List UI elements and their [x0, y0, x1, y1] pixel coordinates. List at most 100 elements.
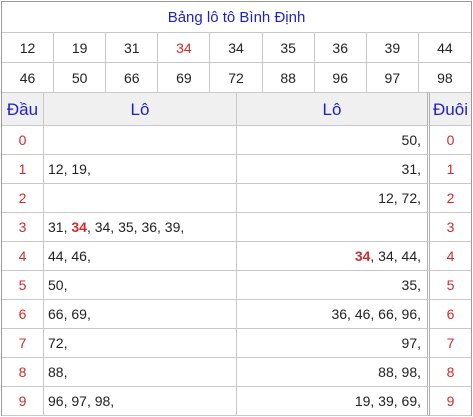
lo-number: 46 — [71, 248, 87, 264]
lo-number: 69 — [71, 306, 87, 322]
lo-number: 39 — [164, 219, 181, 235]
header-dau: Đầu — [2, 93, 44, 126]
lo-number: 31 — [401, 161, 418, 177]
dau-cell: 3 — [2, 213, 44, 242]
lo-number: 36 — [331, 306, 348, 322]
lo-number: 39 — [378, 393, 394, 409]
lo-number: 66 — [48, 306, 64, 322]
duoi-cell: 0 — [430, 126, 471, 155]
result-number: 72 — [210, 63, 263, 93]
lo-number: 36 — [141, 219, 158, 235]
lo-number: 34 — [94, 219, 111, 235]
lo-number: 44 — [48, 248, 64, 264]
duoi-cell: 4 — [430, 242, 471, 271]
lo-number: 34 — [354, 248, 371, 264]
lo-number: 72 — [48, 335, 64, 351]
dau-cell: 4 — [2, 242, 44, 271]
dau-cell: 9 — [2, 387, 44, 416]
duoi-cell: 2 — [430, 184, 471, 213]
duoi-cell: 1 — [430, 155, 471, 184]
result-number: 96 — [314, 63, 367, 93]
duoi-cell: 8 — [430, 358, 471, 387]
lo-number: 44 — [401, 248, 418, 264]
lo-number: 31 — [48, 219, 64, 235]
lo-number: 50 — [401, 132, 418, 148]
lo-right-cell — [237, 213, 430, 242]
duoi-cell: 5 — [430, 271, 471, 300]
dau-cell: 2 — [2, 184, 44, 213]
lo-number: 50 — [48, 277, 64, 293]
lo-left-cell: 31, 34, 34, 35, 36, 39, — [44, 213, 237, 242]
result-number: 46 — [2, 63, 55, 93]
lo-right-cell: 19, 39, 69, — [237, 387, 430, 416]
lo-number: 97 — [71, 393, 87, 409]
result-number: 34 — [158, 33, 211, 63]
result-number: 44 — [418, 33, 471, 63]
lo-number: 97 — [401, 335, 418, 351]
result-number: 36 — [314, 33, 367, 63]
lo-right-cell: 34, 34, 44, — [237, 242, 430, 271]
lo-number: 96 — [48, 393, 64, 409]
duoi-cell: 6 — [430, 300, 471, 329]
result-number: 98 — [418, 63, 471, 93]
lo-left-cell: 50, — [44, 271, 237, 300]
dau-cell: 0 — [2, 126, 44, 155]
lo-left-cell: 44, 46, — [44, 242, 237, 271]
lo-right-cell: 35, — [237, 271, 430, 300]
lo-number: 88 — [378, 364, 394, 380]
lo-number: 98 — [94, 393, 111, 409]
lo-number: 69 — [401, 393, 418, 409]
lo-number: 12 — [378, 190, 394, 206]
duoi-cell: 3 — [430, 213, 471, 242]
result-number: 88 — [262, 63, 315, 93]
result-number: 39 — [366, 33, 419, 63]
result-numbers-grid: 12 19 31 34 34 35 36 39 44 46 50 66 69 72 88 96 97 98 — [2, 33, 471, 93]
header-lo-right: Lô — [237, 93, 430, 126]
result-number: 35 — [262, 33, 315, 63]
result-number: 97 — [366, 63, 419, 93]
lo-right-cell: 88, 98, — [237, 358, 430, 387]
dau-cell: 7 — [2, 329, 44, 358]
lo-number: 34 — [378, 248, 394, 264]
lo-left-cell: 96, 97, 98, — [44, 387, 237, 416]
lo-number: 34 — [71, 219, 87, 235]
header-lo-left: Lô — [44, 93, 237, 126]
lo-left-cell: 88, — [44, 358, 237, 387]
lo-number: 46 — [354, 306, 371, 322]
result-number: 50 — [54, 63, 107, 93]
dau-cell: 8 — [2, 358, 44, 387]
lo-right-cell: 36, 46, 66, 96, — [237, 300, 430, 329]
lo-number: 66 — [378, 306, 394, 322]
lo-left-cell: 66, 69, — [44, 300, 237, 329]
lo-right-cell: 50, — [237, 126, 430, 155]
table-title: Bảng lô tô Bình Định — [2, 2, 471, 33]
lo-left-cell: 12, 19, — [44, 155, 237, 184]
result-number: 19 — [54, 33, 107, 63]
lo-number: 72 — [401, 190, 418, 206]
header-duoi: Đuôi — [430, 93, 471, 126]
loto-grid: Đầu Lô Lô Đuôi 0 50, 0 1 12, 19, 31, 1 2 12, 72,… — [2, 93, 471, 416]
result-number: 66 — [106, 63, 159, 93]
lo-left-cell — [44, 126, 237, 155]
lo-number: 96 — [401, 306, 418, 322]
lo-right-cell: 97, — [237, 329, 430, 358]
dau-cell: 5 — [2, 271, 44, 300]
duoi-cell: 7 — [430, 329, 471, 358]
lo-right-cell: 12, 72, — [237, 184, 430, 213]
result-number: 31 — [106, 33, 159, 63]
lo-number: 19 — [71, 161, 87, 177]
result-number: 12 — [2, 33, 55, 63]
result-number: 34 — [210, 33, 263, 63]
lo-number: 88 — [48, 364, 64, 380]
result-number: 69 — [158, 63, 211, 93]
lo-left-cell — [44, 184, 237, 213]
lo-number: 19 — [354, 393, 371, 409]
dau-cell: 1 — [2, 155, 44, 184]
duoi-cell: 9 — [430, 387, 471, 416]
lo-number: 35 — [118, 219, 134, 235]
lo-number: 98 — [401, 364, 418, 380]
lo-left-cell: 72, — [44, 329, 237, 358]
lo-number: 35 — [401, 277, 418, 293]
dau-cell: 6 — [2, 300, 44, 329]
